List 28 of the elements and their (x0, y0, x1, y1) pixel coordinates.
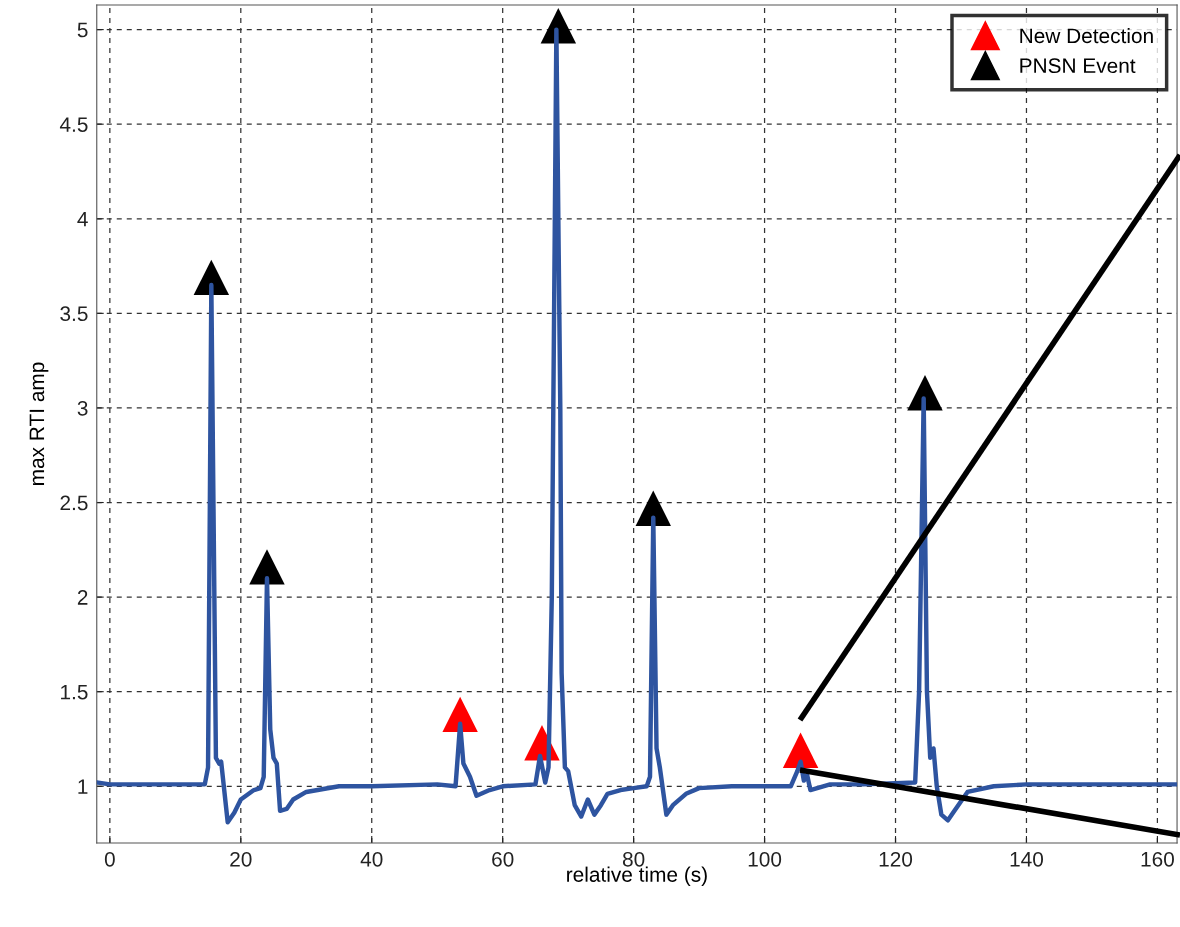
y-axis-title: max RTI amp (29, 362, 49, 485)
y-tick-label: 3.5 (60, 306, 88, 322)
y-tick-label: 2.5 (60, 495, 88, 511)
x-tick-label: 160 (1141, 851, 1174, 867)
line-series (96, 27, 1178, 825)
y-tick-label: 5 (77, 22, 88, 38)
x-tick-label: 120 (879, 851, 913, 867)
y-tick-label: 2 (77, 590, 88, 605)
x-tick-label: 100 (748, 851, 782, 867)
point (635, 490, 671, 526)
y-tick-label: 1.5 (61, 684, 88, 700)
point (193, 259, 230, 296)
point (249, 549, 285, 585)
point (782, 732, 819, 769)
x-tick-label: 20 (230, 851, 252, 867)
x-tick-label: 80 (622, 851, 645, 867)
x-tick-label: 140 (1010, 851, 1044, 867)
x-tick-label: 0 (104, 851, 115, 867)
y-tick-label: 4 (77, 211, 88, 227)
y-tick-label: 3 (77, 400, 88, 416)
x-axis-title: relative time (s) (567, 866, 707, 887)
legend-label: New Detection (1020, 27, 1153, 44)
x-tick-label: 60 (492, 851, 514, 867)
y-tick-label: 1 (78, 779, 88, 794)
point (442, 696, 478, 733)
y-tick-label: 4.5 (59, 117, 88, 132)
x-tick-label: 40 (360, 851, 383, 867)
legend-label: PNSN Event (1020, 58, 1136, 74)
